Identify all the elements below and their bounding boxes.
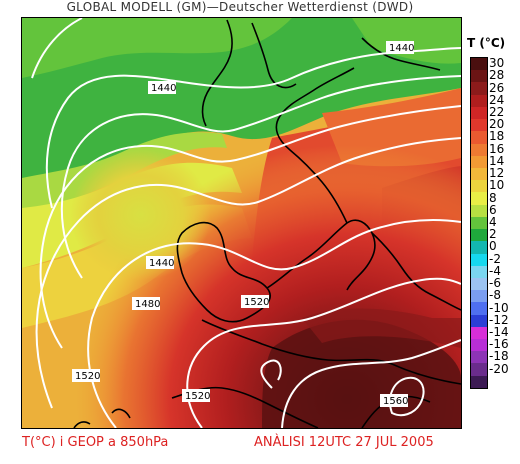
chart-title: GLOBAL MODELL (GM)—Deutscher Wetterdiens… [66,0,414,14]
legend-label: 4 [489,215,497,229]
legend-label: 18 [489,129,505,144]
legend-swatch [471,302,487,315]
legend-swatch [471,265,487,278]
legend-swatch [471,229,487,242]
legend-label: 0 [489,239,497,254]
legend-label: -12 [489,312,509,327]
legend-swatch [471,155,487,168]
legend-swatch [471,82,487,95]
legend-label: 20 [489,117,505,132]
legend-label: 24 [489,92,505,107]
contour-label: 1480 [135,299,160,310]
legend-swatch [471,131,487,144]
map-panel: 1440 1440 1440 1480 1520 1520 1520 1560 [21,17,462,429]
legend-label: 10 [489,178,505,193]
color-legend [470,57,488,389]
legend-swatch [471,363,487,376]
legend-label: 30 [489,56,505,71]
contour-label: 1520 [75,371,100,382]
legend-label: 12 [489,166,505,181]
legend-label: -18 [489,349,509,364]
legend-label: 28 [489,68,505,83]
legend-label: -20 [489,361,509,376]
legend-label: -2 [489,251,501,266]
legend-swatch [471,326,487,340]
legend-label: 8 [489,190,497,205]
legend-swatch [471,290,487,303]
analysis-time: ANÀLISI 12UTC 27 JUL 2005 [254,435,434,450]
legend-swatch [471,180,487,193]
contour-label: 1440 [389,43,414,54]
legend-swatch [471,94,487,107]
legend-label: -16 [489,337,509,352]
coastlines [73,19,461,428]
legend-swatch [471,143,487,156]
legend-label: -4 [489,263,501,278]
legend-label: 16 [489,141,505,156]
legend-label: -8 [489,288,501,303]
legend-label: 6 [489,202,497,217]
legend-swatch [471,167,487,181]
legend-label: 26 [489,80,505,95]
legend-swatch [471,216,487,230]
legend-label: -10 [489,300,509,315]
contour-label: 1520 [244,297,269,308]
contour-label: 1560 [383,396,408,407]
legend-swatch [471,192,487,205]
legend-swatch [471,119,487,132]
legend-swatch [471,204,487,217]
field-description: T(°C) i GEOP a 850hPa [22,435,169,450]
legend-label: 2 [489,227,497,242]
legend-label: -14 [489,325,509,339]
legend-swatch [471,277,487,291]
legend-swatch [471,70,487,83]
contour-label: 1440 [151,83,176,94]
temperature-map: 1440 1440 1440 1480 1520 1520 1520 1560 [22,18,461,428]
legend-label: 22 [489,105,505,119]
contour-labels: 1440 1440 1440 1480 1520 1520 1520 1560 [72,41,414,407]
legend-swatch [471,253,487,266]
legend-swatch [471,106,487,120]
legend-label: -6 [489,276,501,291]
legend-swatch [471,58,487,71]
legend-label: 14 [489,153,505,168]
legend-swatch [471,314,487,327]
legend-swatch [471,375,487,388]
legend-title: T (°C) [467,36,506,50]
legend-swatch [471,241,487,254]
contour-label: 1440 [149,258,174,269]
legend-labels: 30 28 26 24 22 20 18 16 14 12 10 8 6 4 2 0 -2 -4 -6 -8 -10 -1… [489,57,519,389]
legend-swatch [471,339,487,352]
contour-label: 1520 [185,391,210,402]
legend-swatch [471,351,487,364]
